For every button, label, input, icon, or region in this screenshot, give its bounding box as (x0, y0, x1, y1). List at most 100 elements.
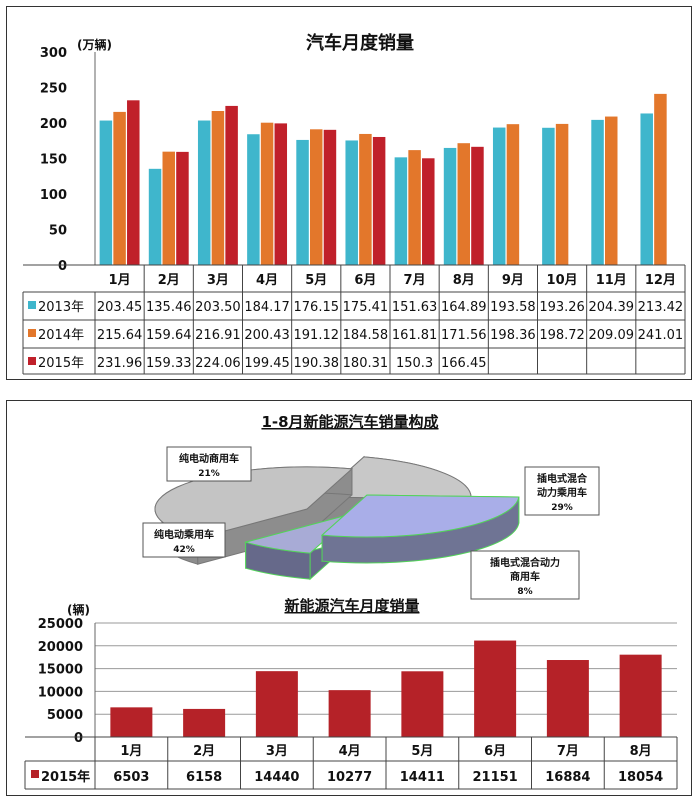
x-tick-label: 8月 (453, 273, 475, 288)
pie-slice-label: 插电式混合动力 (490, 556, 560, 569)
x-tick-label: 4月 (256, 273, 278, 288)
data-label: 14411 (400, 770, 445, 785)
pie-slice-pct: 8% (517, 587, 532, 597)
y-tick-label: 150 (40, 153, 67, 168)
y-tick-label: 0 (74, 731, 83, 746)
bar (197, 120, 211, 265)
data-label: 203.45 (97, 300, 143, 315)
legend-swatch (28, 301, 36, 309)
data-label: 135.46 (146, 300, 192, 315)
bar (394, 157, 408, 265)
y-tick-label: 250 (40, 82, 67, 97)
x-tick-label: 5月 (305, 273, 327, 288)
pie-slice-label: 商用车 (510, 570, 540, 583)
x-tick-label: 3月 (207, 273, 229, 288)
data-label: 164.89 (441, 300, 487, 315)
bar (471, 146, 484, 265)
bar (457, 143, 470, 265)
pie-label-box (166, 446, 252, 482)
bar (162, 151, 175, 265)
data-label: 6158 (186, 770, 222, 785)
data-label: 159.64 (146, 328, 192, 343)
bar (176, 151, 189, 265)
x-tick-label: 8月 (630, 744, 652, 759)
bar (225, 105, 238, 266)
x-tick-label: 5月 (411, 744, 433, 759)
data-label: 198.72 (539, 328, 585, 343)
bar (408, 150, 421, 265)
data-label: 21151 (473, 770, 518, 785)
bar (310, 129, 323, 265)
chart-title: 汽车月度销量 (306, 32, 414, 54)
data-label: 16884 (545, 770, 590, 785)
bar (401, 671, 444, 737)
bar (372, 136, 386, 265)
pie-slice-label: 纯电动商用车 (179, 452, 239, 465)
monthly-auto-sales-chart: 汽车月度销量 (万辆) 0 50 100 150 200 250 300 1月 2月 3月 4月 5月 6月… (22, 32, 686, 375)
legend-swatch (28, 357, 36, 365)
data-label: 190.38 (294, 356, 340, 371)
pie-slice-label: 纯电动乘用车 (154, 528, 214, 541)
bar (506, 124, 520, 265)
bar (113, 111, 126, 265)
bar (345, 140, 358, 265)
y-tick-label: 5000 (47, 708, 83, 723)
y-unit-label: (万辆) (77, 37, 112, 52)
pie-slice-pct: 42% (173, 545, 195, 555)
data-label: 224.06 (195, 356, 241, 371)
y-tick-label: 0 (58, 259, 67, 274)
bar (654, 93, 667, 265)
legend-series-name: 2015年 (38, 356, 84, 371)
y-tick-label: 20000 (38, 640, 83, 655)
data-label: 203.50 (195, 300, 241, 315)
data-label: 180.31 (343, 356, 389, 371)
data-label: 215.64 (97, 328, 143, 343)
x-tick-label: 10月 (547, 273, 578, 288)
bar (255, 671, 298, 737)
y-tick-label: 100 (40, 188, 67, 203)
bar (542, 127, 555, 265)
data-label: 191.12 (294, 328, 340, 343)
x-tick-label: 12月 (645, 273, 676, 288)
x-tick-label: 4月 (339, 744, 361, 759)
data-label: 193.58 (490, 300, 536, 315)
data-label: 159.33 (146, 356, 192, 371)
pie-slice (317, 456, 472, 500)
bar (110, 707, 153, 737)
bar (183, 708, 226, 737)
pie-slice (243, 512, 356, 554)
pie-label-box (142, 522, 226, 558)
bar (474, 640, 517, 737)
pie-slice-label: 插电式混合 (537, 472, 588, 485)
bar (605, 116, 618, 265)
pie-label-box (470, 550, 580, 600)
y-tick-label: 10000 (38, 685, 83, 700)
x-tick-label: 2月 (158, 273, 180, 288)
bar (591, 119, 604, 265)
data-label: 199.45 (244, 356, 290, 371)
pie-slices (154, 455, 520, 581)
data-label: 204.39 (589, 300, 635, 315)
data-label: 161.81 (392, 328, 438, 343)
nev-chart-title: 新能源汽车月度销量 (284, 597, 419, 615)
pie-slice-label: 动力乘用车 (537, 486, 587, 499)
data-label: 176.15 (294, 300, 340, 315)
y-tick-label: 200 (40, 117, 67, 132)
data-label: 150.3 (396, 356, 433, 371)
data-label: 151.63 (392, 300, 438, 315)
x-tick-label: 6月 (484, 744, 506, 759)
legend-series-name: 2015年 (41, 769, 90, 785)
data-label: 241.01 (638, 328, 684, 343)
data-label: 184.17 (244, 300, 290, 315)
data-label: 14440 (254, 770, 299, 785)
bar (211, 110, 225, 265)
data-label: 6503 (113, 770, 149, 785)
bar (247, 134, 260, 265)
data-label: 216.91 (195, 328, 241, 343)
data-label: 10277 (327, 770, 372, 785)
pie-slice-pct: 29% (551, 503, 573, 513)
y-tick-label: 15000 (38, 663, 83, 678)
bar (260, 122, 274, 265)
data-label: 193.26 (539, 300, 585, 315)
